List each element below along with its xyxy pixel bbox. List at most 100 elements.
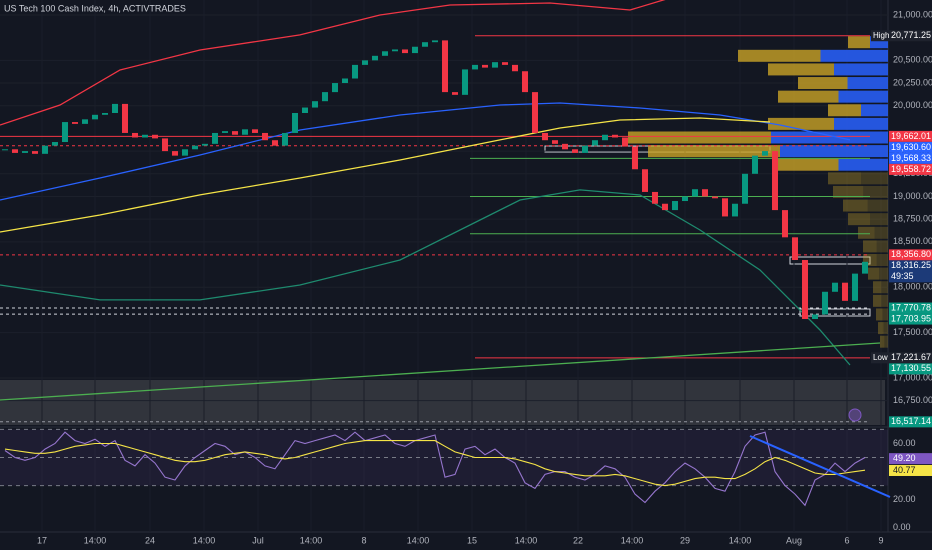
- candle: [282, 132, 288, 146]
- candle: [72, 122, 78, 124]
- indicator-line: [0, 102, 851, 201]
- profile-bar: [820, 49, 888, 62]
- x-tick-label: 14:00: [407, 535, 430, 545]
- profile-bar: [848, 213, 870, 226]
- profile-bar: [648, 145, 780, 158]
- price-label: 17,130.55: [891, 363, 931, 373]
- price-label: 20,771.25: [891, 30, 931, 40]
- candle: [372, 55, 378, 61]
- candle: [52, 142, 58, 146]
- profile-bar: [847, 77, 888, 90]
- candle: [512, 64, 518, 72]
- price-label: 19,568.33: [891, 153, 931, 163]
- candle: [782, 210, 788, 238]
- candle: [752, 155, 758, 174]
- candle: [272, 140, 278, 146]
- x-tick-label: 9: [878, 535, 883, 545]
- x-tick-label: 14:00: [84, 535, 107, 545]
- price-label-bg: [889, 249, 932, 261]
- profile-bar: [868, 267, 879, 280]
- profile-bar: [874, 226, 888, 239]
- candle: [572, 149, 578, 153]
- profile-bar: [838, 158, 888, 171]
- price-label: 19,558.72: [891, 164, 931, 174]
- candle: [532, 92, 538, 133]
- x-tick-label: 8: [361, 535, 366, 545]
- candle: [102, 112, 108, 115]
- profile-bar: [880, 335, 885, 348]
- price-label: 18,356.80: [891, 249, 931, 259]
- candle: [672, 201, 678, 211]
- price-label: 17,703.95: [891, 313, 931, 323]
- x-tick-label: 29: [680, 535, 690, 545]
- candle: [812, 314, 818, 319]
- candle: [32, 151, 38, 154]
- event-icon[interactable]: [848, 408, 862, 422]
- indicator-line: [0, 117, 771, 233]
- y-tick-label: 19,000.00: [893, 191, 932, 201]
- profile-bar: [834, 117, 888, 130]
- x-tick-label: 15: [467, 535, 477, 545]
- profile-bar: [878, 322, 884, 335]
- x-tick-label: 14:00: [515, 535, 538, 545]
- candle: [612, 134, 618, 138]
- price-label: 18,316.25: [891, 260, 931, 270]
- candle: [742, 173, 748, 204]
- candle: [472, 64, 478, 70]
- y-tick-label: 17,000.00: [893, 372, 932, 382]
- x-tick-label: 24: [145, 535, 155, 545]
- trendline: [749, 435, 891, 498]
- profile-bar: [771, 131, 888, 144]
- candle: [132, 132, 138, 138]
- candle: [162, 138, 168, 152]
- rsi-ma-line: [4, 440, 866, 487]
- candle: [382, 51, 388, 56]
- candle: [852, 273, 858, 301]
- price-label: 17,221.67: [891, 352, 931, 362]
- y-tick-label: 18,500.00: [893, 236, 932, 246]
- candle: [642, 169, 648, 192]
- candle: [312, 101, 318, 108]
- indicator-line: [0, 0, 666, 126]
- candle: [832, 282, 838, 292]
- price-label: 19,662.01: [891, 131, 931, 141]
- indicator-line: [0, 189, 851, 366]
- candle: [262, 132, 268, 141]
- price-label-bg: [889, 352, 932, 364]
- candle: [652, 191, 658, 204]
- candle: [482, 64, 488, 68]
- price-label-bg: [889, 152, 932, 164]
- y-tick-label: 21,000.00: [893, 9, 932, 19]
- candle: [152, 134, 158, 139]
- candle: [592, 140, 598, 146]
- candle: [222, 131, 228, 133]
- price-label-bg: [889, 302, 932, 314]
- y-tick-label: 17,500.00: [893, 327, 932, 337]
- candle: [142, 134, 148, 138]
- range-box: [789, 256, 871, 265]
- price-label-bg: [889, 130, 932, 142]
- price-label-bg: [889, 416, 932, 428]
- profile-bar: [863, 185, 888, 198]
- candle: [252, 129, 258, 133]
- x-tick-label: Jul: [252, 535, 264, 545]
- x-tick-label: 17: [37, 535, 47, 545]
- candle: [362, 60, 368, 65]
- profile-bar: [876, 308, 883, 321]
- candle: [2, 149, 8, 151]
- rsi-label-bg: [889, 464, 932, 476]
- price-label-bg: [889, 363, 932, 375]
- candle: [402, 49, 408, 54]
- candle: [452, 92, 458, 95]
- profile-bar: [628, 131, 771, 144]
- candle: [802, 260, 808, 319]
- profile-bar: [873, 281, 882, 294]
- candle: [712, 196, 718, 199]
- candle: [442, 40, 448, 93]
- profile-bar: [828, 104, 861, 117]
- profile-bar: [882, 308, 888, 321]
- rsi-label: 40.77: [893, 465, 916, 475]
- rsi-label: 49.20: [893, 453, 916, 463]
- profile-bar: [861, 104, 888, 117]
